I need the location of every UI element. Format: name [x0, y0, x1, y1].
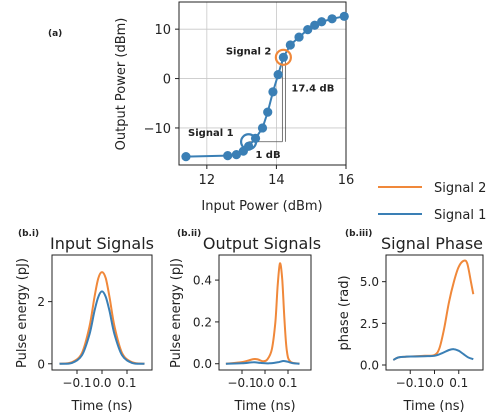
panel-a-label: (a)	[48, 29, 62, 39]
panel-a-output-delta-label: 17.4 dB	[291, 84, 334, 95]
panel-a-x-label: Input Power (dBm)	[201, 199, 322, 214]
panel-b-ii-line-signal-2	[225, 262, 300, 365]
panel-a-y-ticks: −10 0 10	[144, 23, 179, 137]
panel-b-ii-frame	[218, 254, 312, 371]
panel-a-x-tick-label: 14	[268, 173, 285, 188]
panel-b-i-title: Input Signals	[50, 234, 154, 253]
panel-a-data-point	[310, 20, 320, 30]
panel-a-x-tick-label: 12	[199, 173, 216, 188]
panel-a-x-tick-label: 16	[338, 173, 355, 188]
panel-a-data-point	[278, 52, 288, 62]
panel-b-ii-y-tick-label: 0.2	[193, 315, 212, 329]
panel-b-iii-line-signal-1	[392, 348, 474, 361]
panel-a-data-point	[285, 40, 295, 50]
panel-a-data-point	[181, 152, 191, 162]
panel-b-ii-y-tick-label: 0.0	[193, 357, 212, 371]
panel-b-ii-x-tick-label: 0.1	[278, 376, 297, 390]
panel-b-ii-y-label: Pulse energy (pJ)	[169, 258, 184, 368]
panel-a-frame	[178, 1, 347, 166]
panel-b-iii-chart: (b.iii) Signal Phase −0.1 0.0 0.10.02.55.0…	[337, 229, 484, 414]
panel-a-data-point	[231, 150, 242, 160]
legend-label-signal-2: Signal 2	[434, 181, 486, 196]
panel-a-data-point	[303, 25, 313, 35]
panel-a-input-delta-label: 1 dB	[255, 150, 280, 161]
panel-b-ii-label: (b.ii)	[177, 229, 201, 239]
panel-a-signal-2-marker	[274, 48, 292, 66]
panel-a-x-ticks: 12 14 16	[199, 165, 355, 188]
panel-a-y-tick-label: 10	[154, 23, 171, 38]
legend-label-signal-1: Signal 1	[434, 208, 486, 223]
panel-b-i-x-tick-label: 0.1	[117, 376, 136, 390]
panel-b-ii-x-label: Time (ns)	[233, 399, 295, 414]
panel-b-iii-y-tick-label: 2.5	[360, 317, 379, 331]
panel-b-ii-line-signal-1	[225, 359, 300, 365]
panel-a-data-point	[268, 87, 278, 97]
panel-b-ii-chart: (b.ii) Output Signals −0.10.0 0.10.00.20.…	[169, 229, 321, 414]
panel-b-iii-ticks: −0.1 0.0 0.10.02.55.0	[360, 275, 468, 390]
panel-b-iii-x-tick-label: −0.1	[396, 376, 425, 390]
panel-b-i-x-tick-label: 0.0	[92, 376, 111, 390]
panel-b-ii-series	[225, 262, 300, 365]
panel-a-data-point	[257, 123, 268, 133]
panel-b-i-label: (b.i)	[18, 229, 39, 239]
panel-a-y-label: Output Power (dBm)	[114, 18, 129, 151]
panel-b-iii-series	[392, 259, 475, 361]
panel-a-annotations: Signal 1 Signal 2 1 dB 17.4 dB	[188, 46, 334, 160]
panel-b-i-x-tick-label: −0.1	[62, 376, 91, 390]
panel-b-iii-y-tick-label: 5.0	[360, 275, 379, 289]
panel-b-ii-title: Output Signals	[203, 234, 321, 253]
panel-a-chart: (a) 12 14 16 −10 0 10 Input Power (dBm) Outp…	[48, 1, 355, 214]
panel-b-iii-y-label: phase (rad)	[337, 275, 352, 350]
panel-a-data-point	[327, 14, 337, 24]
panel-b-iii-label: (b.iii)	[345, 229, 372, 239]
panel-b-i-y-label: Pulse energy (pJ)	[15, 258, 30, 368]
panel-a-y-tick-label: 0	[163, 73, 171, 88]
panel-a-data-point	[294, 32, 304, 42]
panel-b-i-y-tick-label: 0	[37, 357, 45, 371]
panel-b-i-line-signal-1	[59, 290, 145, 365]
panel-b-iii-x-tick-label: 0.0	[425, 376, 444, 390]
panel-b-i-line-signal-2	[59, 271, 145, 365]
panel-b-i-x-label: Time (ns)	[70, 399, 132, 414]
panel-b-i-chart: (b.i) Input Signals −0.1 0.0 0.1 0 2 Time (n…	[15, 229, 154, 414]
panel-b-i-ticks: −0.1 0.0 0.1 0 2	[37, 295, 136, 390]
panel-b-iii-title: Signal Phase	[381, 234, 483, 253]
panel-a-data-point	[317, 17, 327, 27]
legend: Signal 2 Signal 1	[378, 181, 486, 223]
panel-b-iii-x-tick-label: 0.1	[449, 376, 468, 390]
panel-a-data-point	[263, 107, 273, 117]
panel-a-data-point	[223, 151, 233, 161]
panel-a-data-point	[273, 70, 283, 80]
panel-b-ii-y-tick-label: 0.4	[193, 274, 212, 288]
panel-b-ii-x-tick-label: 0.0	[255, 376, 274, 390]
panel-b-iii-y-tick-label: 0.0	[360, 359, 379, 373]
panel-a-y-tick-label: −10	[144, 122, 171, 137]
panel-b-iii-x-label: Time (ns)	[402, 399, 464, 414]
panel-a-signal-1-label: Signal 1	[188, 128, 234, 139]
panel-b-i-y-tick-label: 2	[37, 295, 45, 309]
panel-b-ii-ticks: −0.10.0 0.10.00.20.4	[193, 274, 298, 390]
panel-b-i-series	[59, 271, 145, 365]
panel-a-signal-1-marker	[239, 133, 258, 151]
panel-b-iii-line-signal-2	[392, 259, 475, 361]
panel-a-series	[181, 11, 349, 162]
panel-a-data-point	[339, 11, 349, 21]
panel-b-ii-x-tick-label: −0.1	[227, 376, 256, 390]
panel-a-signal-2-label: Signal 2	[226, 46, 272, 57]
